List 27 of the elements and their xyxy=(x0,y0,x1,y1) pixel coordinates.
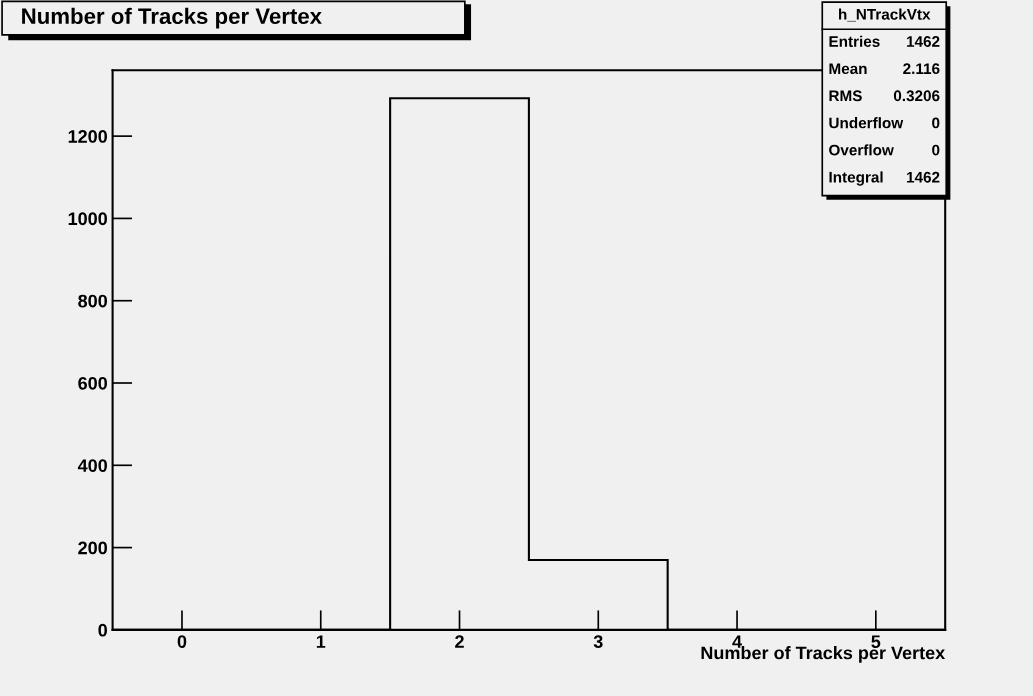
y-tick-label: 1200 xyxy=(68,130,107,143)
y-tick-label: 0 xyxy=(98,623,107,637)
x-tick-label: 4 xyxy=(732,635,742,648)
text: 1462 xyxy=(907,36,940,47)
x-tick-label: 2 xyxy=(455,635,464,648)
annotation: 2.116 xyxy=(903,63,940,75)
annotation: Underflow xyxy=(829,117,904,129)
y-tick-label: 800 xyxy=(78,294,107,308)
annotation: RMS xyxy=(829,90,862,102)
x-tick-label: 1 xyxy=(316,635,326,648)
text: h_NTrackVtx xyxy=(839,8,931,22)
y-tick-label: 600 xyxy=(78,376,107,390)
y-tick-label: 200 xyxy=(78,541,107,555)
annotation: 0 xyxy=(932,144,940,156)
annotation: Integral xyxy=(829,171,883,186)
annotation: 0 xyxy=(932,117,940,129)
annotation: Mean xyxy=(829,63,867,75)
chart-title: Number of Tracks per Vertex xyxy=(22,7,322,29)
x-tick-label: 5 xyxy=(871,635,881,648)
x-tick-label: 0 xyxy=(177,635,187,648)
y-tick-label: 400 xyxy=(77,459,107,473)
text: Entries xyxy=(829,35,880,47)
y-tick-label: 1000 xyxy=(68,212,107,226)
annotation: 1462 xyxy=(907,171,940,183)
annotation: Overflow xyxy=(829,144,894,156)
x-tick-label: 3 xyxy=(593,635,603,649)
annotation: 0.3206 xyxy=(893,90,940,102)
